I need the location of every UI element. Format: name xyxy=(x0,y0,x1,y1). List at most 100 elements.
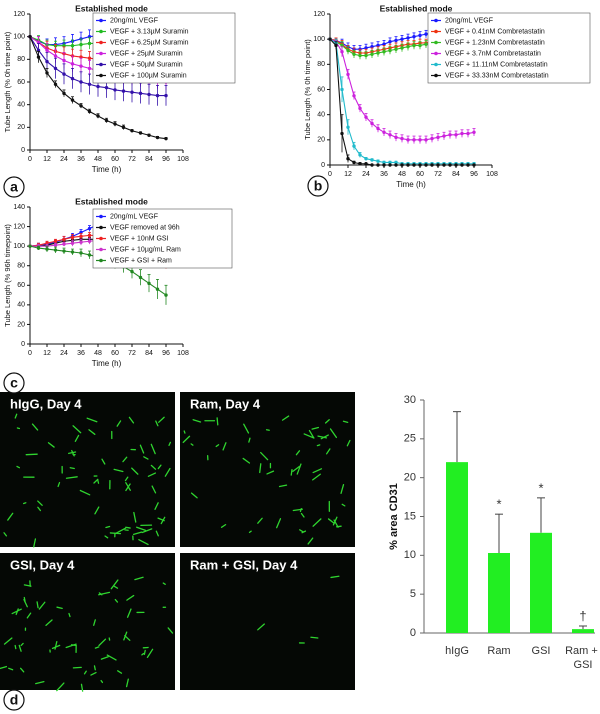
vessel-speck xyxy=(327,518,335,524)
data-point xyxy=(436,163,440,167)
vessel-speck xyxy=(265,429,270,431)
data-point xyxy=(104,85,109,90)
data-point xyxy=(418,163,422,167)
vessel-speck xyxy=(93,619,96,626)
vessel-speck xyxy=(155,530,159,537)
y-tick-label: 100 xyxy=(313,36,325,43)
vessel-speck xyxy=(86,417,98,423)
legend-label: 20ng/mL VEGF xyxy=(110,213,158,220)
vessel-speck xyxy=(33,538,37,548)
data-point xyxy=(87,41,92,46)
data-point xyxy=(36,246,41,250)
data-point xyxy=(70,250,75,254)
vessel-speck xyxy=(143,456,149,460)
data-point xyxy=(400,37,404,41)
data-point xyxy=(376,43,380,48)
micrograph xyxy=(0,553,175,690)
data-point xyxy=(113,122,117,126)
data-point xyxy=(340,50,344,54)
data-point xyxy=(388,48,392,53)
data-point xyxy=(62,237,66,241)
x-tick-label: 24 xyxy=(60,350,68,357)
vessel-speck xyxy=(56,606,63,610)
data-point xyxy=(340,131,344,136)
vessel-speck xyxy=(123,631,128,641)
legend-box xyxy=(92,12,236,84)
vessel-speck xyxy=(83,670,87,675)
data-point xyxy=(394,47,398,51)
vessel-speck xyxy=(182,435,191,444)
vessel-speck xyxy=(3,532,8,537)
vessel-speck xyxy=(341,503,346,507)
x-tick-label: 108 xyxy=(177,350,189,357)
data-point xyxy=(138,131,143,135)
vessel-speck xyxy=(18,644,22,652)
vessel-speck xyxy=(136,526,147,532)
vessel-speck xyxy=(346,439,351,447)
x-tick-label: 36 xyxy=(77,156,85,163)
x-tick-label: 60 xyxy=(111,350,119,357)
x-tick-label: 48 xyxy=(398,171,406,178)
data-point xyxy=(352,144,356,148)
vessel-speck xyxy=(100,656,109,660)
data-point xyxy=(53,54,58,58)
data-point xyxy=(346,157,350,161)
vessel-speck xyxy=(311,426,320,430)
legend-label: VEGF + 100µM Suramin xyxy=(110,72,187,79)
y-tick-label: 120 xyxy=(313,11,325,18)
vessel-speck xyxy=(26,612,32,619)
vessel-speck xyxy=(37,506,42,512)
vessel-speck xyxy=(157,464,162,470)
vessel-speck xyxy=(340,484,345,494)
data-point xyxy=(442,134,446,138)
y-tick-label: 80 xyxy=(317,61,325,68)
vessel-speck xyxy=(141,652,145,656)
bar xyxy=(530,532,552,633)
data-point xyxy=(130,90,134,94)
data-point xyxy=(352,52,356,56)
legend-label: VEGF + 11.11nM Combretastatin xyxy=(445,61,548,68)
legend-marker xyxy=(99,73,103,78)
data-point xyxy=(53,248,58,252)
data-point xyxy=(394,38,398,43)
vessel-speck xyxy=(317,435,328,439)
significance-mark: † xyxy=(579,608,586,623)
vessel-speck xyxy=(310,636,319,639)
vessel-speck xyxy=(109,532,122,535)
legend-marker xyxy=(99,258,103,263)
data-point xyxy=(388,39,392,44)
y-tick-label: 5 xyxy=(410,588,416,600)
vessel-speck xyxy=(257,517,263,524)
vessel-speck xyxy=(139,444,145,454)
vessel-speck xyxy=(51,644,61,650)
data-point xyxy=(358,153,362,157)
data-point xyxy=(62,91,66,96)
y-tick-label: 20 xyxy=(17,321,25,328)
vessel-speck xyxy=(45,619,53,626)
vessel-speck xyxy=(37,500,43,506)
x-tick-label: GSI xyxy=(532,645,551,657)
vessel-speck xyxy=(312,518,322,527)
vessel-speck xyxy=(3,637,13,645)
vessel-speck xyxy=(316,444,321,447)
data-point xyxy=(454,133,458,137)
vessel-speck xyxy=(122,456,128,463)
vessel-speck xyxy=(68,612,71,618)
data-point xyxy=(370,121,374,126)
vessel-speck xyxy=(19,667,25,673)
data-point xyxy=(364,162,368,166)
vessel-speck xyxy=(216,417,219,426)
vessel-speck xyxy=(257,623,265,631)
y-tick-label: 25 xyxy=(404,433,416,445)
vessel-speck xyxy=(110,579,119,590)
vessel-speck xyxy=(299,507,302,513)
bar xyxy=(572,629,594,633)
legend-label: VEGF + 1.23nM Combretastatin xyxy=(445,39,545,46)
legend-marker xyxy=(434,62,438,67)
x-tick-label: 96 xyxy=(162,156,170,163)
legend-label: VEGF + 0.41nM Combretastatin xyxy=(445,28,545,35)
y-tick-label: 120 xyxy=(13,11,25,18)
x-tick-label: 72 xyxy=(128,156,136,163)
data-point xyxy=(382,163,386,167)
data-point xyxy=(382,50,386,54)
